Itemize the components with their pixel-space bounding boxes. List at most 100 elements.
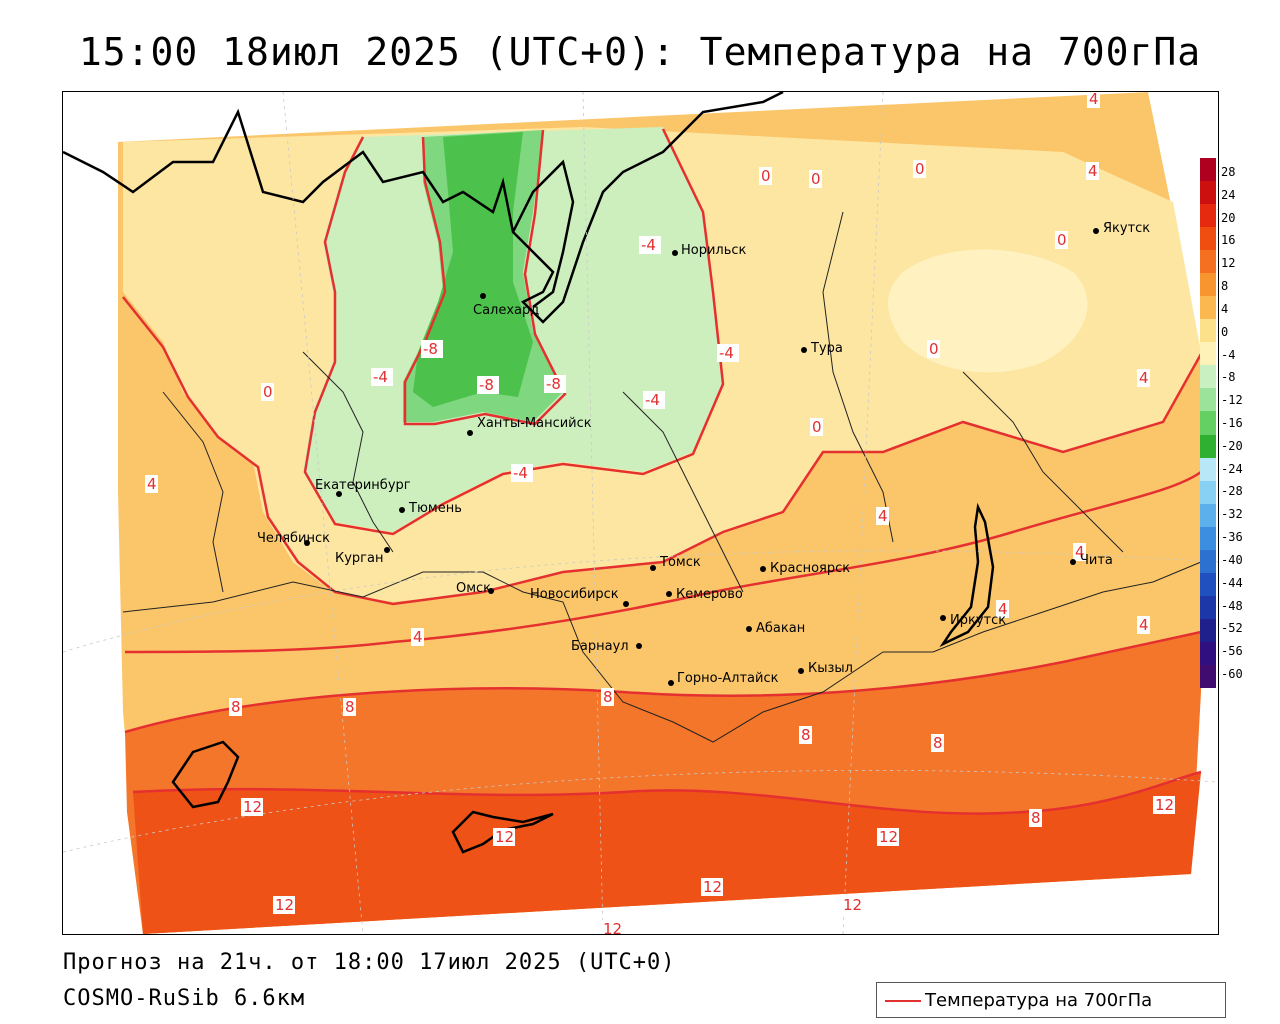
colorbar-swatch: [1200, 181, 1216, 205]
contour-label-bg: [544, 375, 566, 393]
isotherm-minus4: [303, 128, 725, 536]
border-kazakhstan: [122, 561, 1202, 743]
contour-label-bg: [1029, 809, 1042, 827]
colorbar-tick-label: -36: [1221, 530, 1243, 545]
colorbar-swatch: [1200, 388, 1216, 412]
colorbar-tick-label: -52: [1221, 621, 1243, 636]
contour-label: 4: [413, 628, 423, 646]
contour-label: -4: [641, 236, 656, 254]
graticule-1: [63, 550, 1218, 653]
contour-label: 8: [1031, 809, 1041, 827]
contour-label-bg: [1137, 616, 1150, 634]
contour-label-bg: [421, 340, 443, 358]
map-title: 15:00 18июл 2025 (UTC+0): Температура на…: [78, 30, 1202, 74]
border-regions-3: [822, 211, 894, 543]
contour-label: 0: [929, 340, 939, 358]
colorbar-tick-label: -32: [1221, 507, 1243, 522]
colorbar-tick-label: -8: [1221, 370, 1236, 385]
contour-label: 4: [878, 507, 888, 525]
city-label: Абакан: [756, 621, 805, 636]
city-label: Кызыл: [808, 661, 853, 676]
colorbar-tick-label: 28: [1221, 165, 1236, 179]
city-marker: [798, 668, 804, 674]
coastlines: [63, 92, 995, 854]
colorbar-swatch: [1200, 365, 1216, 389]
border-regions-4: [962, 371, 1124, 553]
isotherm-8: [124, 630, 1202, 734]
colorbar-tick-label: -12: [1221, 393, 1243, 408]
isotherm-4: [124, 470, 1202, 654]
city-label: Кемерово: [676, 587, 743, 602]
contour-label-bg: [1087, 92, 1100, 108]
city-label: Норильск: [681, 243, 747, 258]
contour-label: 0: [1057, 231, 1067, 249]
contour-label: 12: [1155, 796, 1174, 814]
coastline-ob-gulf: [511, 159, 575, 308]
contour-label-bg: [241, 798, 263, 816]
temperature-map: -8 -8 -8 -4 -4 -4 -4 -4 0 0 0 0 0 0 0 4 4 4 4 4 4 4 4 4 8 8 8 8 8 8 12…: [63, 92, 1218, 934]
colorbar-swatch: [1200, 411, 1216, 435]
contour-label: -8: [546, 375, 561, 393]
city-label: Томск: [659, 555, 701, 570]
contour-label: 0: [263, 383, 273, 401]
contour-label-bg: [810, 418, 823, 436]
colorbar: [1200, 158, 1216, 689]
city-marker: [636, 643, 642, 649]
border-regions-2: [622, 391, 744, 593]
contour-label: 0: [811, 170, 821, 188]
contour-label-bg: [601, 688, 614, 706]
contour-label: -4: [719, 344, 734, 362]
city-marker: [467, 430, 473, 436]
contour-label: 4: [998, 600, 1008, 618]
colorbar-swatch: [1200, 618, 1216, 643]
contour-label-bg: [477, 376, 499, 394]
colorbar-swatch: [1200, 319, 1216, 343]
isotherms: [122, 128, 1203, 815]
contour-label: -4: [373, 368, 388, 386]
city-label: Горно-Алтайск: [677, 671, 779, 686]
city-marker: [304, 540, 310, 546]
city-marker: [623, 601, 629, 607]
lake-balkhash: [451, 810, 554, 854]
border-regions-1: [302, 351, 394, 553]
colorbar-swatch: [1200, 296, 1216, 320]
colorbar-tick-label: -48: [1221, 598, 1243, 613]
contour-label-bg: [411, 628, 424, 646]
colorbar-tick-label: 4: [1221, 301, 1229, 316]
contour-label: 12: [603, 920, 622, 934]
city-marker: [668, 680, 674, 686]
colorbar-tick-label: 16: [1221, 233, 1236, 248]
contour-label: 4: [1088, 162, 1098, 180]
contour-label-bg: [229, 698, 242, 716]
contour-label-bg: [1055, 231, 1068, 249]
contour-label-bg: [701, 878, 723, 896]
city-label: Новосибирск: [530, 587, 619, 602]
contour-label: -8: [479, 376, 494, 394]
contour-label: 4: [1139, 616, 1149, 634]
graticule-4: [582, 92, 604, 934]
contour-label-bg: [927, 340, 940, 358]
colorbar-swatch: [1200, 434, 1216, 459]
contour-label-bg: [1086, 162, 1099, 180]
city-marker: [480, 293, 486, 299]
contour-label-bg: [371, 368, 393, 386]
city-marker: [940, 615, 946, 621]
contour-label: 12: [703, 878, 722, 896]
contour-label-bg: [145, 475, 158, 493]
contour-label-bg: [343, 698, 356, 716]
city-marker: [666, 591, 672, 597]
city-label: Якутск: [1103, 221, 1150, 236]
colorbar-swatch: [1200, 250, 1216, 274]
contour-label: -8: [423, 340, 438, 358]
contour-label: 0: [812, 418, 822, 436]
contour-label-bg: [799, 726, 812, 744]
contour-label: 12: [275, 896, 294, 914]
isotherm-minus8: [403, 129, 567, 426]
contour-label: -4: [645, 391, 660, 409]
graticule: [63, 92, 1218, 934]
city-marker: [1093, 228, 1099, 234]
contour-label: 8: [933, 734, 943, 752]
colorbar-swatch: [1200, 549, 1216, 574]
contour-label-bg: [877, 828, 899, 846]
colorbar-tick-label: -24: [1221, 461, 1243, 476]
